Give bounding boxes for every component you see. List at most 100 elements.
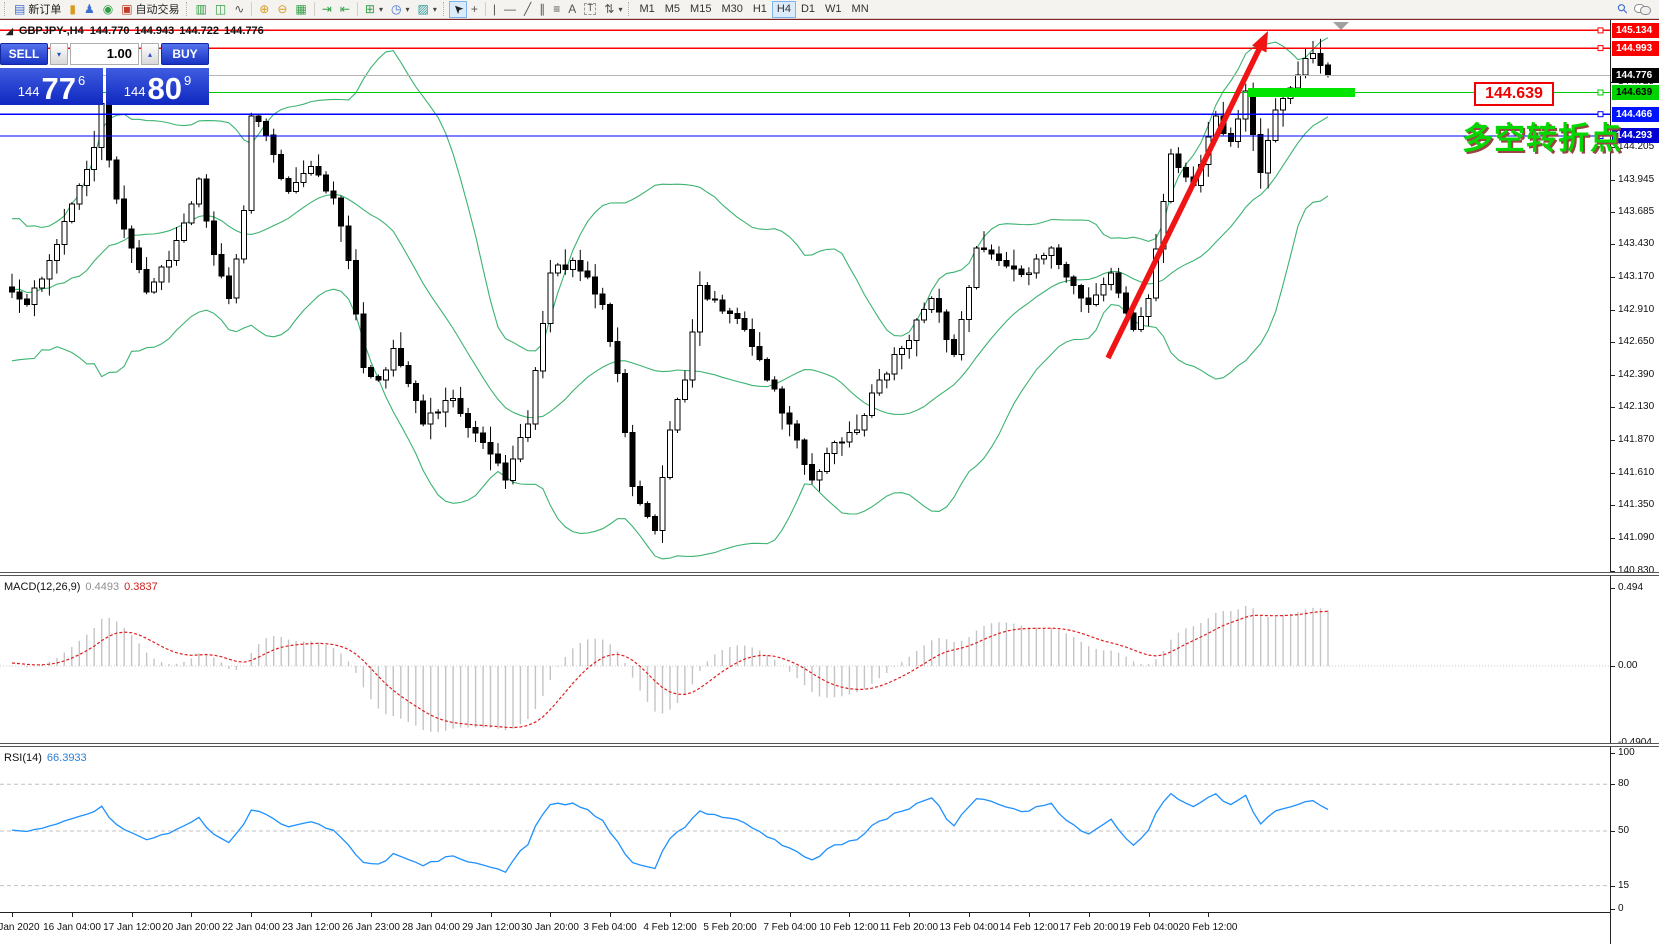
chart-window: ◢ GBPJPY-,H4 144.770 144.943 144.722 144… xyxy=(0,19,1659,945)
rsi-name: RSI(14) xyxy=(4,752,42,764)
macd-chart-canvas[interactable] xyxy=(0,578,1610,743)
chevron-down-icon: ▾ xyxy=(405,4,410,14)
timeframe-button-m30[interactable]: M30 xyxy=(716,1,747,18)
fibonacci-tool-button[interactable]: ≡ xyxy=(549,1,564,18)
auto-trading-icon: ▣ xyxy=(121,2,133,16)
timeframe-button-m5[interactable]: M5 xyxy=(660,1,685,18)
buy-price-main: 144 xyxy=(123,84,146,99)
rsi-panel-separator[interactable] xyxy=(0,743,1659,747)
volume-increase-button[interactable]: ▴ xyxy=(141,43,159,65)
macd-indicator-label: MACD(12,26,9) 0.4493 0.3837 xyxy=(4,581,158,593)
line-chart-icon: ∿ xyxy=(234,2,245,16)
channel-tool-button[interactable]: ∥ xyxy=(535,1,549,18)
price-chart-canvas[interactable] xyxy=(0,20,1610,572)
buy-price-panel[interactable]: 144 80 9 xyxy=(106,68,209,105)
zoom-out-button[interactable]: ⊖ xyxy=(273,1,291,18)
rsi-tick: 80 xyxy=(1618,778,1630,789)
price-axis[interactable]: 144.725144.205143.945143.685143.430143.1… xyxy=(1610,20,1659,944)
timeframe-button-h4[interactable]: H4 xyxy=(771,0,796,18)
timeframe-button-h1[interactable]: H1 xyxy=(748,1,772,18)
templates-button[interactable]: ▨ ▾ xyxy=(413,1,440,18)
price-tick-tickmark xyxy=(1611,473,1615,474)
price-tick: 141.350 xyxy=(1618,499,1655,510)
time-label: 7 Feb 04:00 xyxy=(763,922,817,933)
zoom-in-button[interactable]: ⊕ xyxy=(255,1,273,18)
time-label: 13 Feb 04:00 xyxy=(939,922,999,933)
timeframe-button-w1[interactable]: W1 xyxy=(820,1,847,18)
cursor-tool-button[interactable]: ➤ xyxy=(448,0,467,18)
macd-name: MACD(12,26,9) xyxy=(4,581,81,593)
turning-point-annotation[interactable]: 多空转折点 xyxy=(1462,121,1622,156)
price-tick: 143.685 xyxy=(1618,206,1655,217)
tile-windows-button[interactable]: ▦ xyxy=(291,1,310,18)
candle-chart-button[interactable]: ◫ xyxy=(211,1,230,18)
signals-button[interactable]: ◉ xyxy=(99,1,117,18)
sell-button[interactable]: SELL xyxy=(0,43,48,65)
search-icon[interactable]: ⚲ xyxy=(1614,0,1632,18)
timeframe-button-mn[interactable]: MN xyxy=(847,1,874,18)
trendline-tool-button[interactable]: ╱ xyxy=(520,1,535,18)
periods-button[interactable]: ◷ ▾ xyxy=(387,1,414,18)
auto-trading-button[interactable]: ▣ 自动交易 xyxy=(117,1,183,18)
crosshair-icon: + xyxy=(470,2,478,16)
rsi-tick: 50 xyxy=(1618,825,1630,836)
price-tick: 143.170 xyxy=(1618,271,1655,282)
price-tick-tickmark xyxy=(1611,310,1615,311)
rsi-tick-tickmark xyxy=(1611,909,1615,910)
volume-input[interactable]: 1.00 xyxy=(70,43,139,65)
chat-icon[interactable] xyxy=(1634,3,1651,16)
line-chart-button[interactable]: ∿ xyxy=(230,1,248,18)
label-tool-button[interactable]: T xyxy=(580,1,600,18)
vline-tool-button[interactable]: | xyxy=(489,1,500,18)
low-value: 144.722 xyxy=(179,25,220,37)
bar-chart-icon: ▥ xyxy=(195,2,207,16)
time-label: 19 Feb 04:00 xyxy=(1119,922,1179,933)
time-label: 20 Feb 12:00 xyxy=(1178,922,1238,933)
time-label: 4 Feb 12:00 xyxy=(643,922,697,933)
toolbar-group-handle[interactable] xyxy=(628,2,632,16)
indicators-button[interactable]: ⊞ ▾ xyxy=(361,1,387,18)
macd-panel-separator[interactable] xyxy=(0,572,1659,576)
new-order-button[interactable]: ▤ 新订单 xyxy=(10,1,65,18)
price-tick-tickmark xyxy=(1611,375,1615,376)
sell-price-panel[interactable]: 144 77 6 xyxy=(0,68,103,105)
price-tick: 140.830 xyxy=(1618,565,1655,576)
toolbar-group-handle[interactable] xyxy=(442,2,447,16)
toolbar-drag-handle[interactable] xyxy=(4,2,8,16)
time-label: 11 Feb 20:00 xyxy=(879,922,939,933)
auto-scroll-button[interactable]: ⇥ xyxy=(318,1,336,18)
arrows-tool-button[interactable]: ⇅ ▾ xyxy=(600,1,626,18)
time-tickmark xyxy=(670,913,671,917)
buy-button[interactable]: BUY xyxy=(161,43,209,65)
text-label-icon: T xyxy=(584,3,597,15)
timeframe-button-d1[interactable]: D1 xyxy=(796,1,820,18)
toolbar-group-handle[interactable] xyxy=(185,2,190,16)
toolbar-separator xyxy=(313,2,315,16)
time-tickmark xyxy=(730,913,731,917)
price-tick: 144.205 xyxy=(1618,141,1655,152)
crosshair-tool-button[interactable]: + xyxy=(467,1,482,18)
tester-icon: ♟ xyxy=(83,2,95,16)
timeframe-button-m1[interactable]: M1 xyxy=(634,1,659,18)
strategy-tester-button[interactable]: ♟ xyxy=(80,1,99,18)
time-label: 30 Jan 20:00 xyxy=(521,922,579,933)
hline-tool-button[interactable]: — xyxy=(500,1,520,18)
rsi-tick: 100 xyxy=(1618,747,1635,758)
sell-price-point: 6 xyxy=(77,73,86,88)
level-price-box[interactable]: 144.639 xyxy=(1474,82,1554,106)
new-order-icon: ▤ xyxy=(14,2,26,16)
volume-decrease-button[interactable]: ▾ xyxy=(50,43,68,65)
chart-shift-button[interactable]: ⇤ xyxy=(336,1,354,18)
rsi-tick-tickmark xyxy=(1611,753,1615,754)
bar-chart-button[interactable]: ▥ xyxy=(192,1,211,18)
symbol-period-label: GBPJPY-,H4 xyxy=(18,25,84,37)
indicators-icon: ⊞ xyxy=(364,2,375,16)
rsi-tick-tickmark xyxy=(1611,831,1615,832)
timeframe-button-m15[interactable]: M15 xyxy=(685,1,716,18)
time-tickmark xyxy=(251,913,252,917)
market-depth-button[interactable]: ▮ xyxy=(65,1,80,18)
rsi-chart-canvas[interactable] xyxy=(0,749,1610,912)
text-tool-button[interactable]: A xyxy=(564,1,580,18)
time-label: 17 Feb 20:00 xyxy=(1059,922,1119,933)
